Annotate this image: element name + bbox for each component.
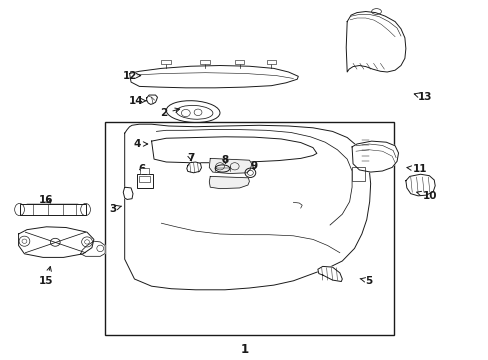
Polygon shape xyxy=(123,187,133,199)
Polygon shape xyxy=(346,12,405,72)
Text: 5: 5 xyxy=(359,276,372,286)
Text: 4: 4 xyxy=(133,139,147,149)
Bar xyxy=(139,176,149,182)
Text: 8: 8 xyxy=(221,155,228,165)
Polygon shape xyxy=(129,66,298,88)
Polygon shape xyxy=(19,227,94,257)
Polygon shape xyxy=(186,162,201,173)
Text: 3: 3 xyxy=(109,204,122,214)
Text: 15: 15 xyxy=(39,266,54,286)
Bar xyxy=(137,174,152,188)
Text: 13: 13 xyxy=(413,92,432,102)
Bar xyxy=(140,168,148,174)
Polygon shape xyxy=(209,158,251,174)
Text: 16: 16 xyxy=(39,195,54,205)
Polygon shape xyxy=(81,241,105,256)
Text: 7: 7 xyxy=(186,153,194,163)
Bar xyxy=(161,60,171,64)
Text: 2: 2 xyxy=(160,108,179,118)
Polygon shape xyxy=(405,174,434,196)
Text: 1: 1 xyxy=(240,343,248,356)
Text: 12: 12 xyxy=(122,71,141,81)
Polygon shape xyxy=(317,266,342,282)
Bar xyxy=(266,60,276,64)
Text: 11: 11 xyxy=(406,164,427,174)
Bar xyxy=(200,60,210,64)
Bar xyxy=(234,60,244,64)
Text: 14: 14 xyxy=(128,96,146,106)
Polygon shape xyxy=(351,141,398,172)
Polygon shape xyxy=(209,176,249,189)
Text: 10: 10 xyxy=(416,191,437,201)
Text: 9: 9 xyxy=(250,161,257,171)
Polygon shape xyxy=(146,95,157,104)
Bar xyxy=(20,204,85,215)
Bar xyxy=(351,167,364,181)
Bar xyxy=(105,122,393,335)
Text: 6: 6 xyxy=(138,164,145,174)
